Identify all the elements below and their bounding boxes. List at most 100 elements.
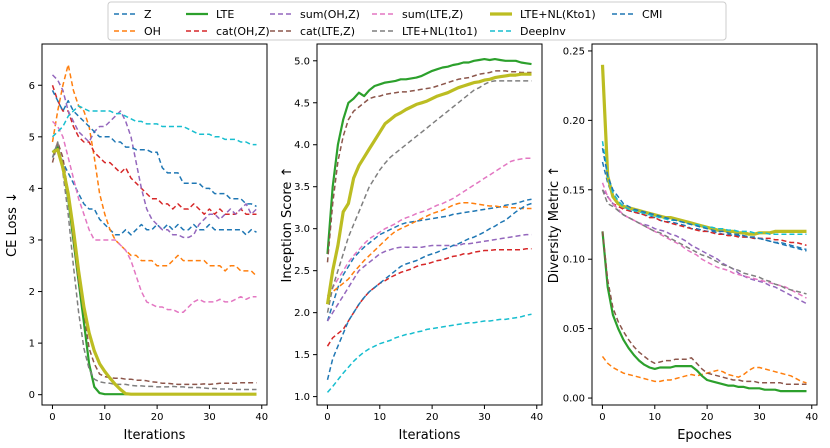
legend-entry-cat-lte-z: cat(LTE,Z) [270,25,355,38]
series-line-lte-nl-kto1 [51,148,257,396]
y-tick-label: 0.25 [563,46,585,57]
legend-label: CMI [642,8,662,21]
series-line-cat-oh-z [601,189,807,247]
x-tick-label: 30 [478,412,491,423]
legend: Z OH LTE cat(OH,Z) sum(OH,Z) cat(LTE,Z) sum(LT… [107,1,727,41]
series-line-cat-lte-z [601,231,807,385]
series-line-lte-nl-kto1 [325,72,532,305]
legend-entry-oh: OH [114,25,161,38]
y-axis-label: Diversity Metric ↑ [547,166,562,283]
series-group [51,63,258,396]
y-tick-label: 1.0 [294,392,310,403]
y-tick-label: 2.0 [294,308,310,319]
x-axis-label: Iterations [399,428,461,443]
x-axis-label: Iterations [124,428,186,443]
legend-label: LTE+NL(Kto1) [520,8,596,21]
y-axis-label: Inception Score ↑ [280,167,295,283]
series-line-cat-oh-z [51,85,257,215]
series-line-lte [601,231,807,393]
legend-label: LTE [216,8,234,21]
series-line-lte-nl-1to1 [326,80,532,313]
x-tick-label: 0 [599,412,605,423]
ce-loss-chart: 0 10 20 30 40 0 1 2 3 4 5 6 Iterations CE Loss ↓ [5,43,268,443]
y-tick-label: 3.5 [294,182,310,193]
x-tick-label: 20 [151,412,164,423]
y-tick-label: 0 [29,390,35,401]
y-tick-label: 1 [29,339,35,350]
series-line-sum-oh-z [601,189,807,305]
x-axis-label: Epoches [677,428,732,443]
legend-entry-z: Z [114,8,152,21]
series-line-deepinv [326,313,532,393]
legend-entry-lte: LTE [186,8,234,21]
legend-label: OH [144,25,161,38]
legend-entry-lte-nl-kto1: LTE+NL(Kto1) [490,8,596,21]
series-line-z [326,198,532,322]
y-tick-label: 5.0 [294,56,310,67]
legend-entry-cat-oh-z: cat(OH,Z) [186,25,270,38]
series-line-lte [326,57,532,254]
series-line-oh [327,201,532,297]
legend-label: sum(LTE,Z) [402,8,463,21]
legend-entry-sum-oh-z: sum(OH,Z) [270,8,360,21]
series-line-lte-nl-kto1 [600,64,807,236]
y-tick-label: 2.5 [294,266,310,277]
y-tick-label: 0.00 [563,394,585,405]
series-line-cat-lte-z [326,70,532,263]
x-tick-label: 10 [98,412,111,423]
series-line-sum-oh-z [51,74,258,239]
x-tick-label: 20 [426,412,439,423]
y-tick-label: 0.20 [563,116,585,127]
x-tick-label: 30 [753,412,766,423]
series-group [325,57,532,393]
series-line-deepinv [51,105,257,146]
series-line-sum-lte-z [601,182,807,299]
x-tick-label: 40 [805,412,818,423]
y-tick-label: 6 [29,81,35,92]
y-tick-label: 4.0 [294,140,310,151]
series-line-sum-lte-z [326,157,532,297]
x-tick-label: 20 [701,412,714,423]
legend-label: Z [144,8,152,21]
legend-label: cat(LTE,Z) [300,25,355,38]
x-tick-label: 40 [530,412,543,423]
legend-entry-lte-nl-1to1: LTE+NL(1to1) [372,25,477,38]
legend-label: sum(OH,Z) [300,8,360,21]
series-line-z [601,161,807,252]
legend-label: LTE+NL(1to1) [402,25,477,38]
series-line-cmi [601,147,807,251]
series-line-oh [601,355,807,384]
series-line-cat-lte-z [51,141,257,386]
legend-entry-cmi: CMI [612,8,662,21]
x-tick-label: 30 [203,412,216,423]
diversity-metric-chart: 0 10 20 30 40 0.00 0.05 0.10 0.15 0.20 0.25 Epoches… [547,43,818,443]
x-tick-label: 0 [49,412,55,423]
x-tick-label: 10 [648,412,661,423]
inception-score-chart: 0 10 20 30 40 1.0 1.5 2.0 2.5 3.0 3.5 4.0 4.5 5.0 Iter… [280,43,543,443]
axes-frame [591,43,818,406]
y-tick-label: 4 [29,184,35,195]
y-tick-label: 1.5 [294,350,310,361]
legend-entry-deepinv: DeepInv [490,25,566,38]
legend-label: DeepInv [520,25,566,38]
y-tick-label: 5 [29,132,35,143]
y-axis-label: CE Loss ↓ [5,192,20,257]
series-line-z [51,146,257,236]
y-tick-label: 0.15 [563,185,585,196]
y-tick-label: 2 [29,287,35,298]
x-tick-label: 40 [255,412,268,423]
x-tick-label: 10 [373,412,386,423]
series-line-cat-oh-z [326,248,532,347]
series-line-lte-nl-1to1 [601,189,807,295]
x-tick-label: 0 [324,412,330,423]
y-tick-label: 3 [29,235,35,246]
y-tick-label: 0.05 [563,324,585,335]
legend-frame [107,1,727,41]
y-tick-label: 0.10 [563,255,585,266]
legend-label: cat(OH,Z) [216,25,270,38]
series-line-sum-lte-z [51,120,257,313]
y-tick-label: 4.5 [294,98,310,109]
axes-frame [41,43,268,406]
